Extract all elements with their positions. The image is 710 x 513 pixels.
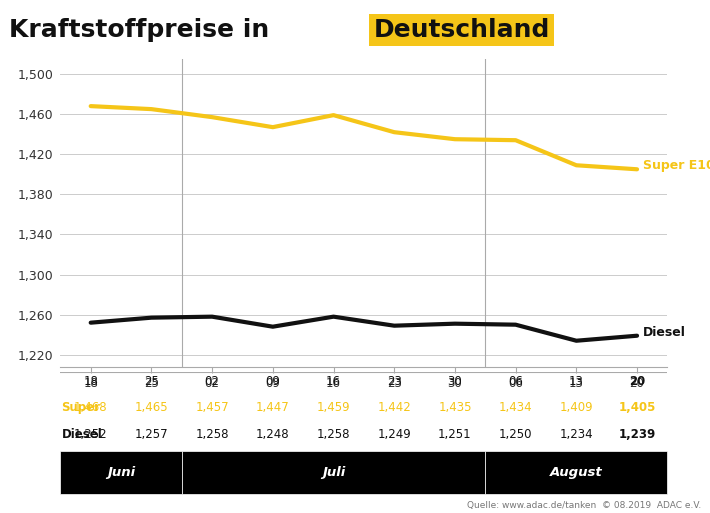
Bar — [182, 451, 486, 494]
Text: 1,251: 1,251 — [438, 428, 471, 441]
Text: 06: 06 — [508, 376, 523, 388]
Text: 1,234: 1,234 — [559, 428, 593, 441]
Text: Super E10: Super E10 — [643, 159, 710, 172]
Text: 1,258: 1,258 — [317, 428, 350, 441]
Text: 1,250: 1,250 — [499, 428, 532, 441]
Text: Kraftstoffpreise in Deutschland: Kraftstoffpreise in Deutschland — [9, 23, 454, 47]
Text: Super: Super — [62, 401, 101, 413]
Text: Quelle: www.adac.de/tanken  © 08.2019  ADAC e.V.: Quelle: www.adac.de/tanken © 08.2019 ADA… — [467, 501, 701, 510]
Text: 1,252: 1,252 — [74, 428, 107, 441]
Text: August: August — [550, 466, 603, 479]
Text: Juni: Juni — [107, 466, 135, 479]
Text: 1,409: 1,409 — [559, 401, 593, 413]
Text: 1,468: 1,468 — [74, 401, 107, 413]
Text: 13: 13 — [569, 376, 584, 388]
Text: 1,257: 1,257 — [135, 428, 168, 441]
Text: 30: 30 — [447, 376, 462, 388]
Text: 1,465: 1,465 — [135, 401, 168, 413]
Text: Deutschland: Deutschland — [373, 18, 550, 42]
Text: 1,447: 1,447 — [256, 401, 290, 413]
Text: Diesel: Diesel — [643, 326, 686, 339]
Text: 09: 09 — [266, 376, 280, 388]
Text: 16: 16 — [326, 376, 341, 388]
Text: 25: 25 — [144, 376, 159, 388]
Bar — [60, 451, 182, 494]
Text: 1,442: 1,442 — [377, 401, 411, 413]
Text: 1,434: 1,434 — [499, 401, 532, 413]
Text: 1,459: 1,459 — [317, 401, 350, 413]
Text: 1,239: 1,239 — [618, 428, 655, 441]
Text: 1,249: 1,249 — [377, 428, 411, 441]
Text: 20: 20 — [629, 376, 645, 388]
Text: 1,258: 1,258 — [195, 428, 229, 441]
Text: 1,405: 1,405 — [618, 401, 656, 413]
Text: 1,435: 1,435 — [438, 401, 471, 413]
Bar — [486, 451, 667, 494]
Text: 1,248: 1,248 — [256, 428, 290, 441]
Text: Diesel: Diesel — [62, 428, 102, 441]
Text: Juli: Juli — [322, 466, 345, 479]
Text: 02: 02 — [204, 376, 219, 388]
Text: 23: 23 — [387, 376, 402, 388]
Text: 18: 18 — [83, 376, 98, 388]
Text: 1,457: 1,457 — [195, 401, 229, 413]
Text: Kraftstoffpreise in: Kraftstoffpreise in — [9, 18, 278, 42]
